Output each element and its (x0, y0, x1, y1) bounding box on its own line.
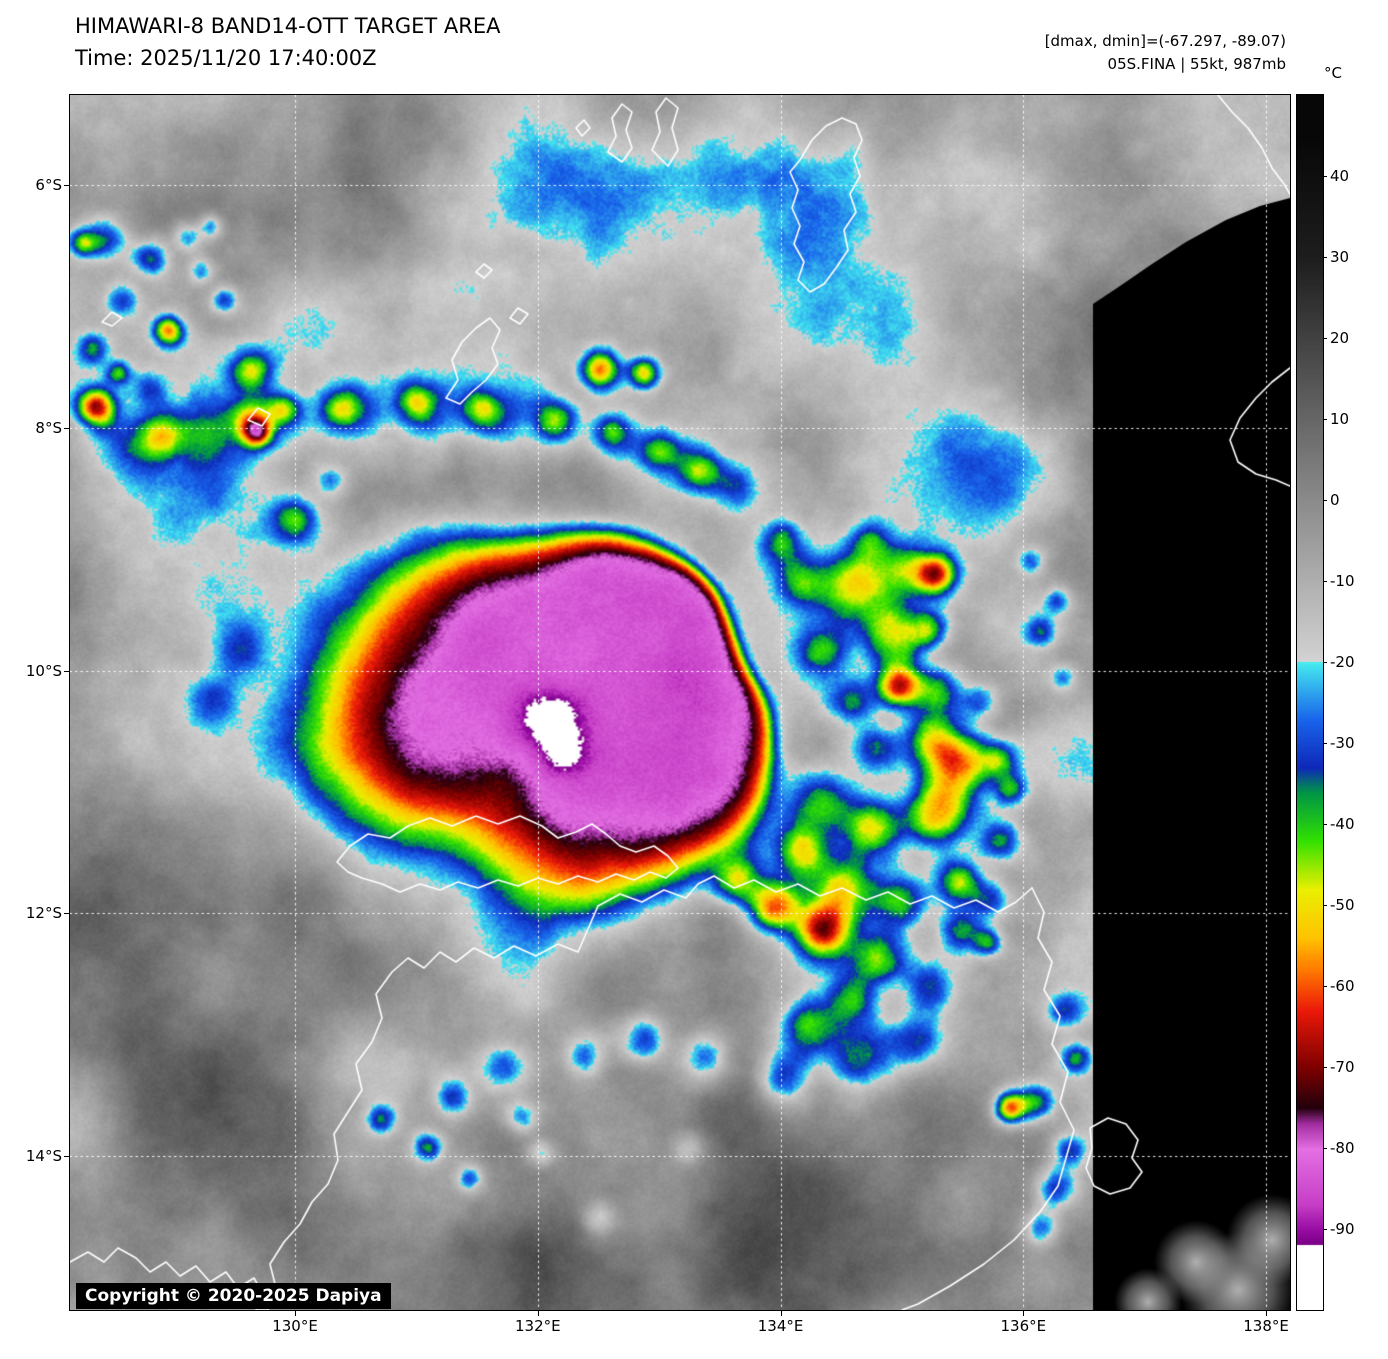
colorbar (1296, 94, 1324, 1311)
colorbar-tick-label: 20 (1330, 329, 1350, 347)
colorbar-tick-mark (1323, 986, 1327, 987)
colorbar-tick-mark (1323, 257, 1327, 258)
colorbar-tick-label: -10 (1330, 572, 1355, 590)
lon-tick-mark (295, 1311, 296, 1316)
lon-tick-label: 136°E (1000, 1317, 1047, 1335)
lon-tick-label: 134°E (757, 1317, 804, 1335)
storm-info-label: 05S.FINA | 55kt, 987mb (1107, 55, 1286, 73)
colorbar-tick-label: 0 (1330, 491, 1340, 509)
colorbar-unit-label: °C (1324, 64, 1342, 82)
colorbar-tick-mark (1323, 1148, 1327, 1149)
lon-tick-label: 132°E (514, 1317, 561, 1335)
colorbar-tick-label: 10 (1330, 410, 1350, 428)
lat-tick-label: 8°S (35, 418, 62, 437)
satellite-image (70, 95, 1290, 1310)
colorbar-tick-mark (1323, 1229, 1327, 1230)
header-right: [dmax, dmin]=(-67.297, -89.07) 05S.FINA … (1045, 30, 1286, 76)
colorbar-tick-mark (1323, 743, 1327, 744)
time-label: Time: 2025/11/20 17:40:00Z (75, 46, 377, 70)
lat-tick-mark (64, 185, 69, 186)
lon-tick-mark (1023, 1311, 1024, 1316)
dmax-dmin-label: [dmax, dmin]=(-67.297, -89.07) (1044, 32, 1286, 50)
lat-tick-mark (64, 428, 69, 429)
colorbar-tick-label: 40 (1330, 167, 1350, 185)
copyright-watermark: Copyright © 2020-2025 Dapiya (76, 1283, 391, 1309)
lon-tick-mark (781, 1311, 782, 1316)
colorbar-tick-mark (1323, 419, 1327, 420)
colorbar-tick-label: -40 (1330, 815, 1355, 833)
colorbar-tick-mark (1323, 824, 1327, 825)
lat-tick-label: 12°S (25, 904, 62, 923)
colorbar-tick-mark (1323, 581, 1327, 582)
lat-tick-label: 10°S (25, 661, 62, 680)
lon-tick-label: 138°E (1243, 1317, 1289, 1335)
colorbar-gradient (1297, 95, 1323, 1310)
lat-tick-mark (64, 671, 69, 672)
colorbar-tick-label: -70 (1330, 1058, 1355, 1076)
colorbar-tick-label: -30 (1330, 734, 1355, 752)
lat-tick-label: 6°S (35, 175, 62, 194)
colorbar-tick-label: -20 (1330, 653, 1355, 671)
lat-tick-mark (64, 1156, 69, 1157)
page-title: HIMAWARI-8 BAND14-OTT TARGET AREA (75, 14, 501, 38)
colorbar-tick-mark (1323, 500, 1327, 501)
colorbar-tick-label: -60 (1330, 977, 1355, 995)
lon-tick-mark (1266, 1311, 1267, 1316)
colorbar-tick-label: -90 (1330, 1220, 1355, 1238)
map-plot-area: Copyright © 2020-2025 Dapiya (69, 94, 1291, 1311)
lat-tick-label: 14°S (25, 1147, 62, 1166)
colorbar-tick-label: -80 (1330, 1139, 1355, 1157)
colorbar-tick-mark (1323, 662, 1327, 663)
lon-tick-mark (538, 1311, 539, 1316)
lon-tick-label: 130°E (272, 1317, 318, 1335)
colorbar-tick-mark (1323, 1067, 1327, 1068)
colorbar-tick-mark (1323, 176, 1327, 177)
lat-tick-mark (64, 913, 69, 914)
colorbar-tick-mark (1323, 338, 1327, 339)
colorbar-tick-label: 30 (1330, 248, 1350, 266)
colorbar-tick-label: -50 (1330, 896, 1355, 914)
colorbar-tick-mark (1323, 905, 1327, 906)
